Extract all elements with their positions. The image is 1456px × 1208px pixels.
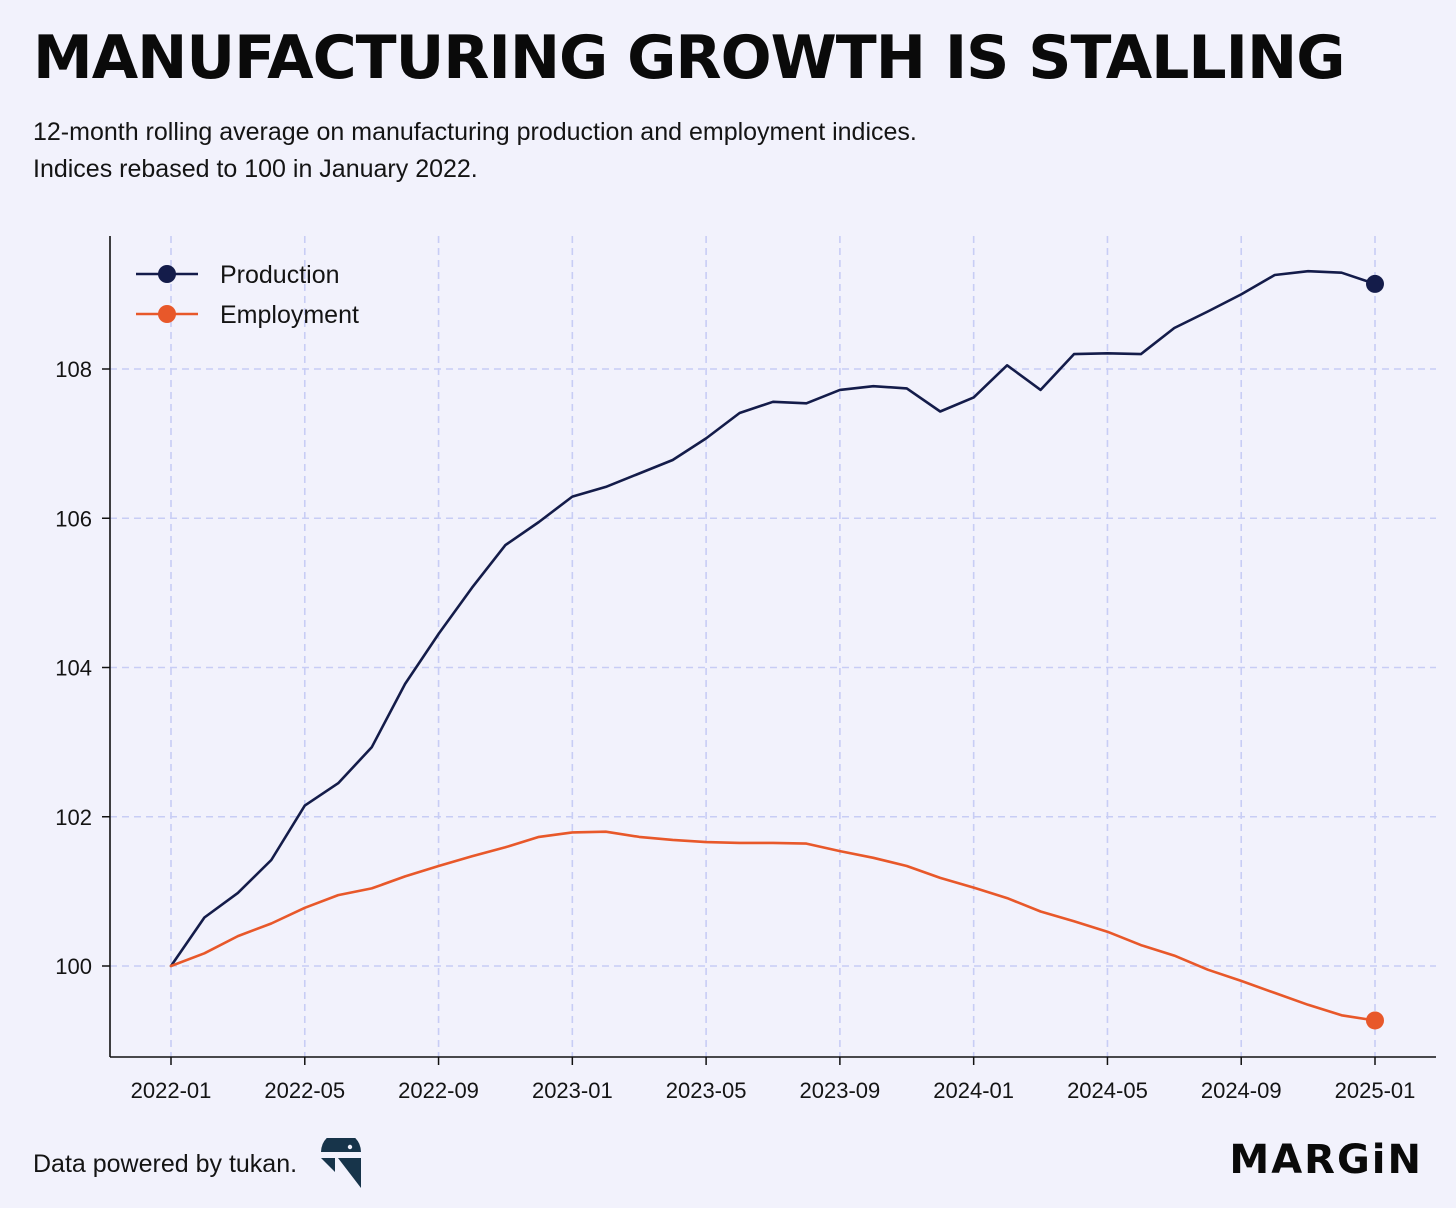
legend-label: Production xyxy=(220,261,340,289)
axes: 2022-01 2022-05 2022-09 2023-01 2023-05 2023-… xyxy=(55,236,1436,1103)
x-tick-label: 2023-05 xyxy=(666,1078,747,1103)
employment-end-marker xyxy=(1366,1011,1384,1030)
x-tick-label: 2023-01 xyxy=(532,1078,613,1103)
subtitle: 12-month rolling average on manufacturin… xyxy=(33,114,917,188)
subtitle-line-2: Indices rebased to 100 in January 2022. xyxy=(33,155,478,183)
production-line xyxy=(169,269,1377,968)
tukan-logo-icon xyxy=(321,1138,362,1188)
y-tick-label: 100 xyxy=(55,954,92,979)
grid xyxy=(110,236,1436,1057)
y-tick-label: 102 xyxy=(55,805,92,830)
y-tick-label: 106 xyxy=(55,506,92,531)
data-source: Data powered by tukan. xyxy=(33,1138,365,1190)
x-tick-label: 2024-01 xyxy=(933,1078,1014,1103)
page-title: MANUFACTURING GROWTH IS STALLING xyxy=(33,23,1345,93)
legend: Production Employment xyxy=(136,261,359,329)
x-tick-label: 2022-05 xyxy=(264,1078,345,1103)
y-tick-label: 104 xyxy=(55,656,92,681)
x-tick-label: 2023-09 xyxy=(800,1078,881,1103)
x-tick-label: 2024-09 xyxy=(1201,1078,1282,1103)
legend-item-production: Production xyxy=(136,261,340,289)
employment-line xyxy=(169,830,1377,1022)
legend-swatch-marker xyxy=(158,265,176,283)
x-tick-label: 2022-09 xyxy=(398,1078,479,1103)
series xyxy=(169,269,1384,1030)
margin-brand-logo: MARGiN xyxy=(1229,1137,1423,1183)
legend-item-employment: Employment xyxy=(136,301,359,329)
legend-label: Employment xyxy=(220,301,359,329)
x-tick-label: 2022-01 xyxy=(131,1078,212,1103)
production-end-marker xyxy=(1366,274,1384,293)
subtitle-line-1: 12-month rolling average on manufacturin… xyxy=(33,118,917,146)
y-tick-label: 108 xyxy=(55,357,92,382)
source-text: Data powered by tukan. xyxy=(33,1149,298,1178)
x-tick-label: 2025-01 xyxy=(1335,1078,1416,1103)
legend-swatch-marker xyxy=(158,305,176,323)
x-tick-label: 2024-05 xyxy=(1067,1078,1148,1103)
